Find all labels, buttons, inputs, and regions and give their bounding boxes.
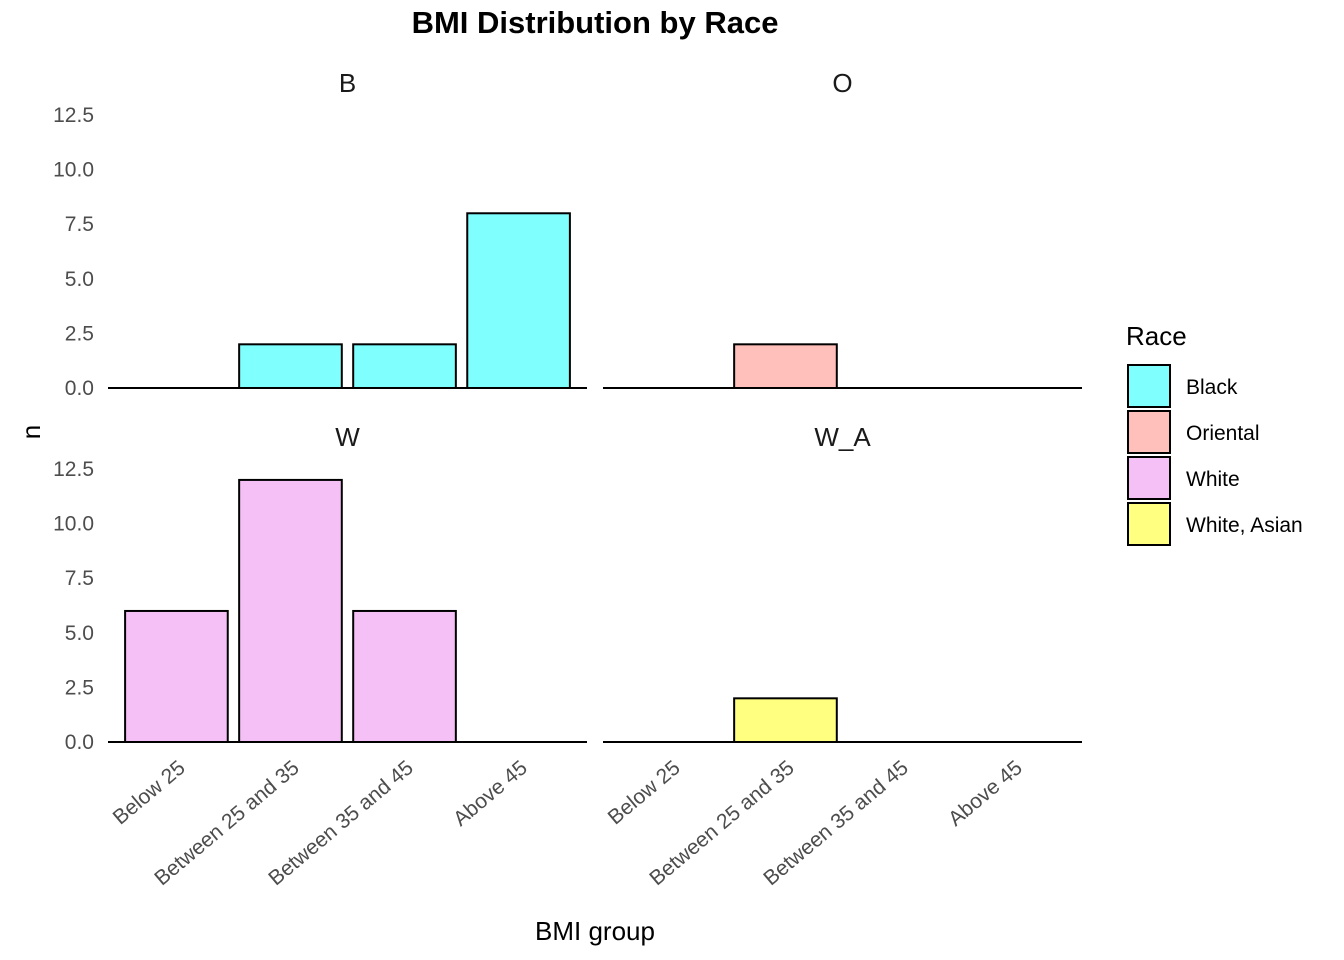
bar: [352, 343, 457, 390]
y-tick-label: 12.5: [53, 458, 94, 481]
legend-swatch: [1127, 364, 1171, 408]
legend-label: Black: [1186, 376, 1238, 399]
x-tick-label: Above 45: [944, 756, 1027, 831]
facet-panel-o: O: [603, 68, 1082, 390]
y-tick-label: 0.0: [65, 731, 94, 754]
bar: [352, 609, 457, 744]
legend: Race Black Oriental White White, Asian: [1126, 321, 1303, 546]
bar: [733, 697, 838, 744]
facet-strip-label: B: [339, 68, 356, 98]
legend-swatch: [1127, 502, 1171, 546]
legend-item: White: [1127, 456, 1240, 500]
bar: [733, 343, 838, 390]
legend-item: White, Asian: [1127, 502, 1303, 546]
bar: [466, 212, 571, 389]
y-tick-label: 0.0: [65, 377, 94, 400]
y-tick-label: 2.5: [65, 676, 94, 699]
facet-panels: B 0.0 2.5 5.0 7.5 10.0 12.5 O W 0.0 2.5 5.0 7.5 10.0 1…: [53, 68, 1082, 890]
y-tick-label: 7.5: [65, 567, 94, 590]
x-axis-title: BMI group: [535, 916, 655, 946]
legend-item: Black: [1127, 364, 1238, 408]
bar: [124, 609, 229, 744]
bar: [238, 343, 343, 390]
x-tick-label: Below 25: [604, 756, 685, 829]
legend-label: White: [1186, 468, 1240, 491]
y-tick-label: 12.5: [53, 104, 94, 127]
legend-swatch: [1127, 456, 1171, 500]
legend-label: Oriental: [1186, 422, 1260, 445]
chart-title: BMI Distribution by Race: [412, 5, 779, 40]
y-tick-label: 10.0: [53, 513, 94, 536]
facet-strip-label: W: [335, 422, 360, 452]
bar: [238, 478, 343, 743]
y-tick-label: 5.0: [65, 622, 94, 645]
legend-label: White, Asian: [1186, 514, 1303, 537]
legend-swatch: [1127, 410, 1171, 454]
y-axis-title: n: [16, 425, 46, 439]
facet-strip-label: O: [832, 68, 852, 98]
x-tick-label: Above 45: [449, 756, 532, 831]
legend-title: Race: [1126, 321, 1187, 351]
facet-strip-label: W_A: [814, 422, 871, 452]
y-tick-label: 7.5: [65, 213, 94, 236]
legend-item: Oriental: [1127, 410, 1260, 454]
facet-panel-b: B 0.0 2.5 5.0 7.5 10.0 12.5: [53, 68, 587, 400]
x-tick-label: Below 25: [109, 756, 190, 829]
y-tick-label: 2.5: [65, 322, 94, 345]
y-tick-label: 5.0: [65, 268, 94, 291]
y-tick-label: 10.0: [53, 159, 94, 182]
